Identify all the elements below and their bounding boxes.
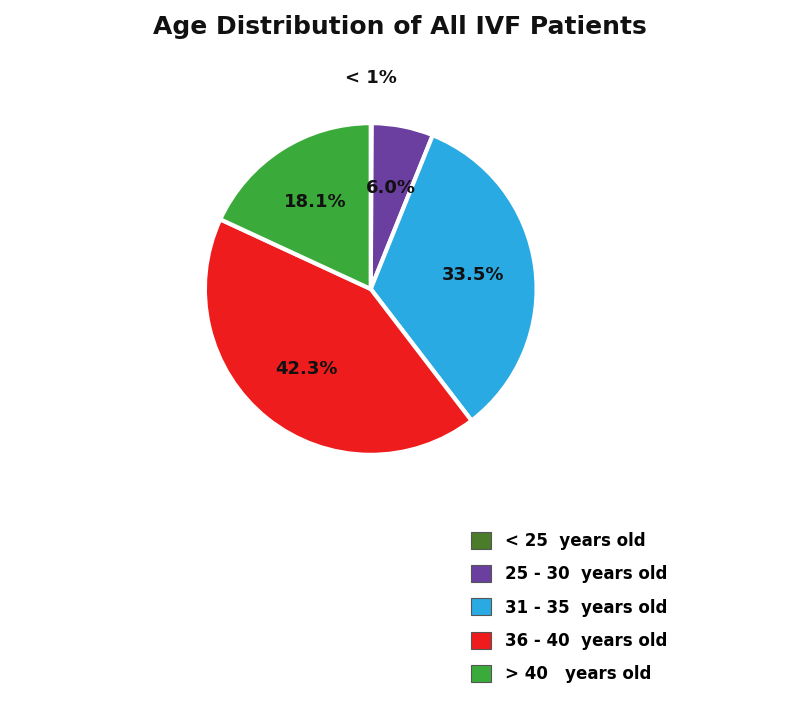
Wedge shape <box>370 123 372 289</box>
Legend: < 25  years old, 25 - 30  years old, 31 - 35  years old, 36 - 40  years old, > 4: < 25 years old, 25 - 30 years old, 31 - … <box>465 526 674 690</box>
Text: < 1%: < 1% <box>346 68 398 86</box>
Text: 6.0%: 6.0% <box>366 179 416 197</box>
Wedge shape <box>220 123 370 289</box>
Wedge shape <box>205 220 471 455</box>
Text: 18.1%: 18.1% <box>284 194 346 212</box>
Title: Age Distribution of All IVF Patients: Age Distribution of All IVF Patients <box>153 15 647 39</box>
Wedge shape <box>370 123 433 289</box>
Wedge shape <box>370 135 537 420</box>
Text: 33.5%: 33.5% <box>442 266 504 284</box>
Text: 42.3%: 42.3% <box>275 360 338 378</box>
